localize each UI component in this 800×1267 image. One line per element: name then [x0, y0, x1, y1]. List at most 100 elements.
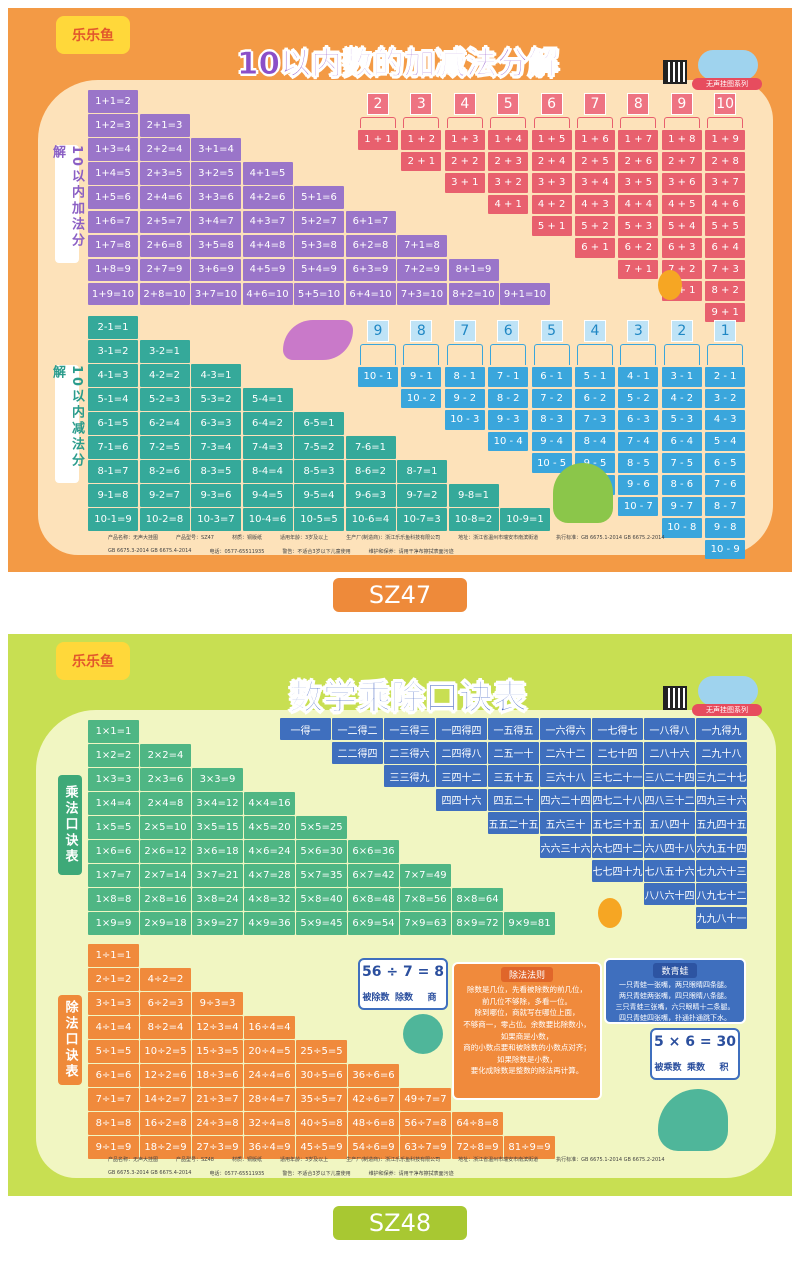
addition-cell: 4+1=5	[242, 162, 293, 185]
poster-sz47: 乐乐鱼 10以内数的加减法分解 无声挂图系列 1+1=2 1+2=3 2+1=3 1+3=4…	[8, 8, 792, 572]
mnemonic-cell: 四八三十二	[644, 788, 695, 811]
series-badge: 无声挂图系列	[692, 704, 762, 716]
connector	[360, 344, 396, 365]
subtraction-cell: 9-7=2	[397, 484, 447, 507]
connector	[663, 344, 700, 365]
addition-cell: 7+1=8	[397, 234, 447, 258]
connector	[403, 117, 440, 128]
decomposition-part: 9 - 7	[661, 496, 702, 517]
division-side-label: 除法口诀表	[58, 995, 82, 1085]
decomposition-number: 1	[714, 320, 737, 342]
multiplication-cell: 4×6=24	[244, 840, 295, 863]
addition-cell: 4+6=10	[242, 282, 293, 306]
decomposition-part: 9 - 1	[401, 367, 442, 387]
division-cell: 28÷4=7	[244, 1088, 295, 1111]
division-cell: 54÷6=9	[348, 1136, 399, 1159]
division-cell: 25÷5=5	[296, 1040, 347, 1063]
multiplication-cell: 5×9=45	[296, 912, 347, 935]
decomposition-number: 2	[670, 320, 693, 342]
dinosaur	[658, 1089, 728, 1151]
decomposition-part: 10 - 7	[618, 496, 659, 517]
division-cell: 2÷1=2	[88, 968, 139, 991]
elephant-badge	[698, 50, 758, 80]
division-cell: 21÷3=7	[192, 1088, 243, 1111]
addition-cell: 1+4=5	[88, 162, 138, 185]
decomposition-part: 3 + 4	[575, 173, 615, 193]
mnemonic-cell: 一七得七	[592, 718, 643, 740]
brand-logo: 乐乐鱼	[56, 16, 130, 54]
connector	[360, 117, 396, 128]
subtraction-cell: 6-2=4	[139, 412, 190, 435]
decomposition-part: 6 + 4	[705, 238, 746, 258]
footer-item: 执行标准：GB 6675.1-2014 GB 6675.2-2014	[556, 1157, 665, 1163]
subtraction-cell: 5-1=4	[88, 388, 138, 411]
decomposition-part: 3 - 2	[705, 388, 746, 409]
decomposition-part: 5 - 2	[618, 388, 659, 409]
footer-item: 地址：浙江省温州市瑞安市南滨街道	[458, 535, 539, 541]
division-cell: 5÷1=5	[88, 1040, 139, 1063]
example-term: 被乘数	[654, 1063, 682, 1073]
connector	[533, 117, 570, 128]
subtraction-cell: 8-2=6	[139, 460, 190, 483]
division-cell: 36÷4=9	[244, 1136, 295, 1159]
text-box: 数青蛙 一只青蛙一张嘴，两只眼睛四条腿。 两只青蛙两张嘴，四只眼睛八条腿。 三只青蛙三…	[604, 958, 746, 1024]
footer-item: 警告：不适合3岁以下儿童使用	[282, 1170, 351, 1177]
decomposition-part: 2 + 5	[575, 151, 615, 172]
decomposition-part: 4 - 3	[705, 410, 746, 430]
division-cell: 49÷7=7	[400, 1088, 451, 1111]
decomposition-part: 3 + 2	[488, 173, 529, 193]
decomposition-part: 2 + 3	[488, 151, 529, 172]
mnemonic-cell: 四六二十四	[540, 788, 591, 811]
footer-item: 适用年龄：3岁及以上	[280, 535, 329, 541]
addition-cell: 5+5=10	[294, 282, 344, 306]
addition-cell: 6+3=9	[345, 258, 396, 282]
division-cell: 4÷2=2	[140, 968, 191, 991]
connector	[577, 117, 613, 128]
decomposition-number: 4	[453, 93, 476, 115]
addition-cell: 4+3=7	[242, 210, 293, 233]
addition-cell: 6+4=10	[345, 282, 396, 306]
mnemonic-cell: 七九六十三	[696, 859, 747, 882]
subtraction-cell: 10-2=8	[139, 508, 190, 531]
decomposition-part: 7 - 4	[618, 431, 659, 452]
multiplication-cell: 5×7=35	[296, 864, 347, 887]
division-cell: 35÷5=7	[296, 1088, 347, 1111]
addition-cell: 2+3=5	[139, 162, 190, 185]
addition-cell: 1+1=2	[88, 90, 138, 113]
multiplication-cell: 5×8=40	[296, 888, 347, 911]
brand-logo: 乐乐鱼	[56, 642, 130, 680]
footer-item: 执行标准：GB 6675.1-2014 GB 6675.2-2014	[556, 535, 665, 541]
division-cell: 8÷1=8	[88, 1112, 139, 1135]
addition-cell: 7+3=10	[397, 282, 447, 306]
subtraction-cell: 8-6=2	[345, 460, 396, 483]
text-box-line: 四只青蛙四张嘴，扑通扑通跳下水。	[619, 1013, 731, 1022]
mnemonic-cell: 二三得六	[384, 741, 435, 764]
decomposition-part: 3 + 1	[444, 173, 485, 193]
division-cell: 72÷8=9	[452, 1136, 503, 1159]
decomposition-part: 6 + 1	[575, 238, 615, 258]
decomposition-part: 8 + 2	[705, 281, 746, 301]
division-cell: 16÷4=4	[244, 1016, 295, 1039]
addition-cell: 4+4=8	[242, 234, 293, 258]
mnemonic-cell: 一九得九	[696, 718, 747, 740]
multiplication-cell: 3×3=9	[192, 768, 243, 791]
mnemonic-cell: 二六十二	[540, 741, 591, 764]
addition-cell: 1+7=8	[88, 234, 138, 258]
mnemonic-cell: 五九四十五	[696, 812, 747, 835]
division-cell: 9÷3=3	[192, 992, 243, 1015]
multiplication-side-label: 乘法口诀表	[58, 775, 82, 875]
multiplication-cell: 4×8=32	[244, 888, 295, 911]
mnemonic-cell: 九九八十一	[696, 906, 747, 929]
multiplication-cell: 1×6=6	[88, 840, 139, 863]
mnemonic-cell: 四四十六	[436, 788, 487, 811]
addition-cell: 2+6=8	[139, 234, 190, 258]
subtraction-cell: 7-6=1	[345, 436, 396, 459]
division-cell: 7÷1=7	[88, 1088, 139, 1111]
connector	[620, 344, 657, 365]
chart-title: 10以内数的加减法分解	[236, 46, 560, 83]
dinosaur	[403, 1014, 443, 1054]
decomposition-part: 5 + 2	[575, 216, 615, 236]
subtraction-cell: 10-1=9	[88, 508, 138, 531]
subtraction-cell: 7-5=2	[294, 436, 344, 459]
